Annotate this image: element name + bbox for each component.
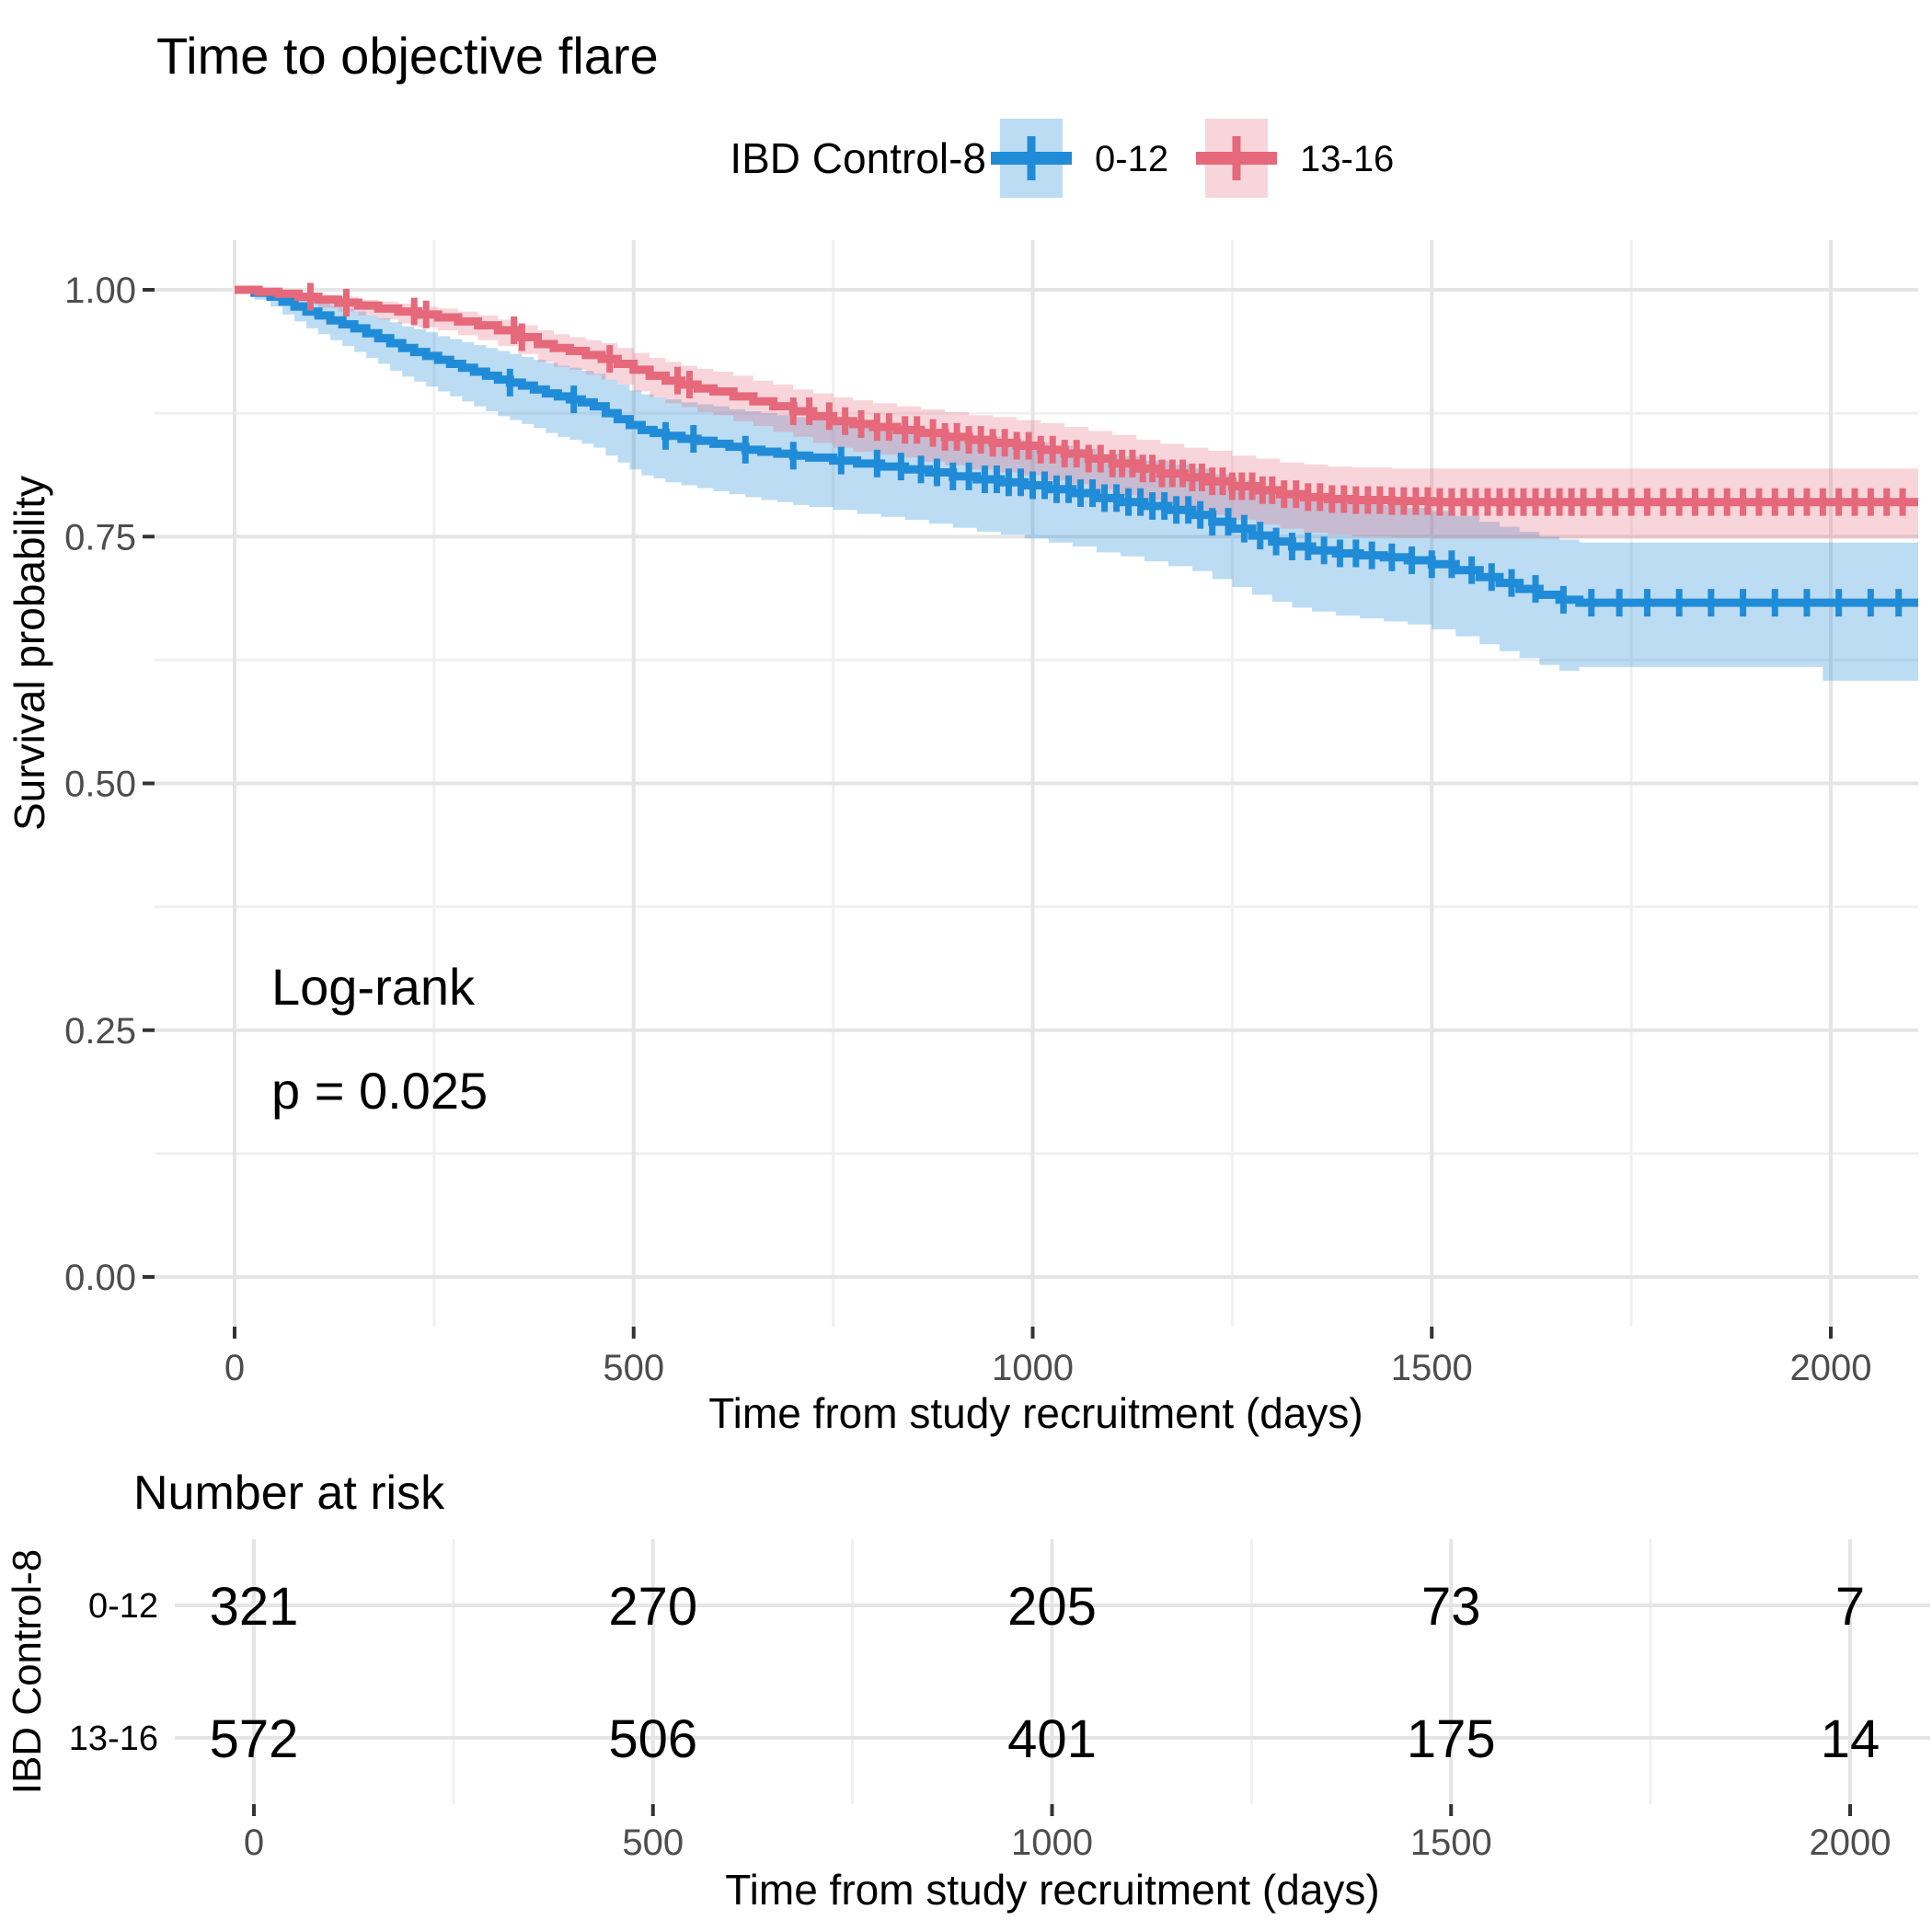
legend-label-13-16: 13-16 <box>1300 139 1394 179</box>
risk-count: 270 <box>608 1577 697 1637</box>
risk-count: 73 <box>1421 1577 1481 1637</box>
risk-x-tick-label: 1000 <box>1011 1823 1093 1863</box>
risk-row-label-0-12: 0-12 <box>88 1587 158 1626</box>
km-confidence-band-13-16 <box>235 290 1918 539</box>
legend: IBD Control-8 0-12 13-16 <box>730 119 1394 198</box>
legend-item-13-16: 13-16 <box>1196 119 1394 198</box>
plot-title: Time to objective flare <box>156 27 659 85</box>
risk-count: 572 <box>210 1709 299 1769</box>
risk-count: 175 <box>1407 1709 1496 1769</box>
legend-title: IBD Control-8 <box>730 134 986 182</box>
risk-x-tick-label: 0 <box>244 1823 264 1863</box>
x-tick-label: 2000 <box>1790 1348 1872 1388</box>
risk-count: 401 <box>1007 1709 1097 1769</box>
risk-x-tick-label: 2000 <box>1810 1823 1892 1863</box>
legend-label-0-12: 0-12 <box>1095 139 1168 179</box>
risk-x-axis-title: Time from study recruitment (days) <box>725 1866 1379 1914</box>
x-tick-label: 1000 <box>992 1348 1074 1388</box>
km-curve-13-16 <box>235 285 1918 507</box>
risk-table-axis-label: IBD Control-8 <box>5 1549 50 1795</box>
risk-count: 7 <box>1835 1577 1865 1637</box>
censor-marks-13-16 <box>306 282 1906 516</box>
y-axis-title: Survival probability <box>6 476 53 831</box>
risk-count: 321 <box>210 1577 299 1637</box>
legend-item-0-12: 0-12 <box>991 119 1168 198</box>
logrank-pvalue: p = 0.025 <box>271 1062 488 1120</box>
logrank-label: Log-rank <box>271 958 476 1016</box>
x-axis-title: Time from study recruitment (days) <box>708 1389 1363 1437</box>
x-tick-label: 1500 <box>1391 1348 1473 1388</box>
y-tick-label: 0.25 <box>64 1011 136 1052</box>
y-tick-label: 0.50 <box>64 765 136 805</box>
y-tick-label: 0.00 <box>64 1258 136 1298</box>
x-tick-label: 500 <box>603 1348 664 1388</box>
risk-x-tick-label: 500 <box>622 1823 684 1863</box>
y-tick-label: 1.00 <box>64 270 136 311</box>
risk-table-title: Number at risk <box>133 1466 445 1520</box>
x-tick-label: 0 <box>224 1348 245 1388</box>
risk-count: 14 <box>1821 1709 1880 1769</box>
risk-count: 205 <box>1007 1577 1097 1637</box>
y-tick-label: 0.75 <box>64 517 136 558</box>
censor-marks-0-12 <box>506 368 1903 617</box>
risk-x-tick-label: 1500 <box>1410 1823 1492 1863</box>
risk-count: 506 <box>608 1709 697 1769</box>
risk-row-label-13-16: 13-16 <box>69 1719 158 1758</box>
